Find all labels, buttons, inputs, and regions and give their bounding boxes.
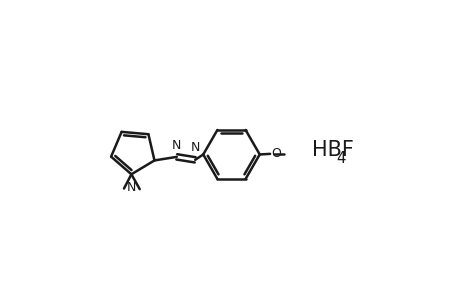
- Text: methyl: methyl: [140, 190, 144, 191]
- Text: N: N: [172, 139, 181, 152]
- Text: O: O: [270, 147, 280, 160]
- Text: N: N: [127, 181, 136, 194]
- Text: 4: 4: [336, 152, 345, 166]
- Text: HBF: HBF: [311, 140, 353, 160]
- Text: methyl: methyl: [140, 191, 145, 193]
- Text: N: N: [190, 142, 200, 154]
